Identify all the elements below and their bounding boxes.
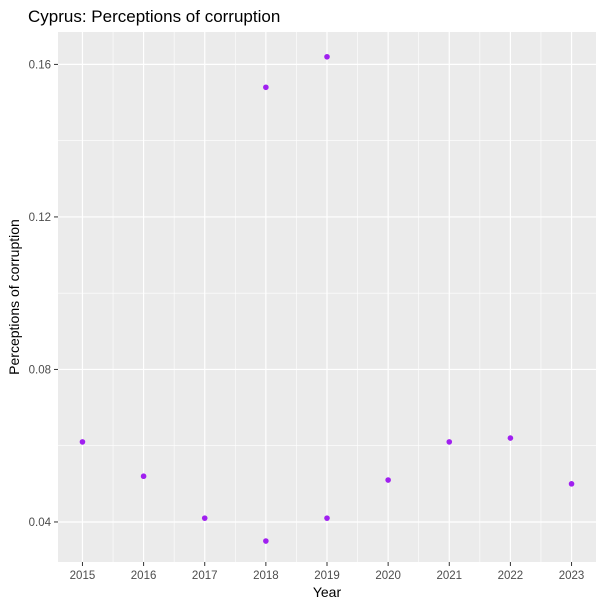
x-tick-label: 2015	[70, 570, 96, 582]
data-point	[79, 439, 86, 445]
data-point	[201, 515, 208, 521]
y-axis: 0.04 0.08 0.12 0.16	[29, 59, 58, 529]
data-point	[140, 473, 147, 480]
y-tick-label: 0.08	[29, 364, 51, 376]
x-axis-title: Year	[313, 584, 342, 600]
data-point	[324, 53, 330, 60]
grid-major	[58, 32, 596, 562]
y-tick-label: 0.12	[29, 212, 51, 224]
x-tick-label: 2017	[192, 570, 218, 582]
data-points	[79, 53, 575, 544]
chart-title: Cyprus: Perceptions of corruption	[28, 7, 280, 26]
y-axis-title: Perceptions of corruption	[6, 219, 22, 375]
data-point	[446, 439, 453, 445]
data-point	[507, 435, 514, 441]
data-point	[385, 477, 391, 483]
x-tick-label: 2023	[559, 570, 585, 582]
x-tick-label: 2022	[498, 570, 524, 582]
x-tick-label: 2021	[436, 570, 462, 582]
y-tick-label: 0.16	[29, 59, 51, 71]
x-tick-label: 2016	[131, 570, 157, 582]
x-tick-label: 2019	[314, 570, 340, 582]
data-point	[324, 515, 330, 521]
x-tick-label: 2020	[375, 570, 401, 582]
x-axis: 2015 2016 2017 2018 2019 2020 2021 2022 2023	[70, 562, 585, 582]
x-tick-label: 2018	[253, 570, 279, 582]
y-tick-label: 0.04	[29, 517, 52, 529]
data-point	[263, 84, 269, 91]
data-point	[568, 481, 575, 487]
data-point	[263, 538, 269, 544]
